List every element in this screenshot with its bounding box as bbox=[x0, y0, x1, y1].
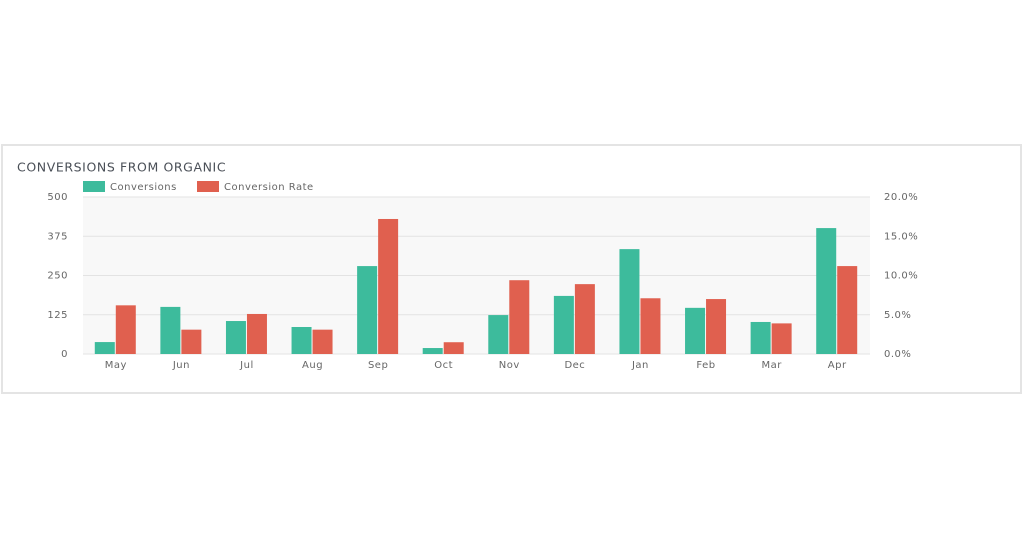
bar bbox=[706, 299, 727, 354]
bar bbox=[837, 266, 858, 354]
y-tick-label: 0 bbox=[61, 349, 68, 360]
y2-tick-label: 10.0% bbox=[884, 271, 918, 282]
bar bbox=[574, 284, 595, 354]
bar bbox=[640, 298, 661, 354]
bar bbox=[225, 321, 246, 354]
x-tick-label: Jul bbox=[239, 360, 254, 371]
bar bbox=[115, 305, 136, 354]
bar bbox=[181, 329, 202, 354]
x-tick-label: Mar bbox=[761, 360, 782, 371]
x-tick-label: Aug bbox=[302, 360, 323, 371]
legend-swatch bbox=[83, 181, 105, 192]
bar bbox=[816, 228, 837, 354]
y-tick-label: 250 bbox=[47, 271, 68, 282]
bar bbox=[94, 342, 115, 354]
bar bbox=[291, 326, 312, 354]
bar bbox=[443, 342, 464, 354]
x-tick-label: Nov bbox=[499, 360, 520, 371]
x-tick-label: Apr bbox=[828, 360, 847, 371]
x-tick-label: Jan bbox=[631, 360, 649, 371]
bar bbox=[378, 218, 399, 354]
bar bbox=[553, 295, 574, 354]
chart-title: CONVERSIONS FROM ORGANIC bbox=[17, 160, 226, 175]
bar bbox=[509, 280, 530, 354]
bar bbox=[685, 307, 706, 354]
bar bbox=[357, 266, 378, 354]
y-tick-label: 500 bbox=[47, 192, 68, 203]
legend-label: Conversion Rate bbox=[224, 182, 314, 193]
y2-tick-label: 20.0% bbox=[884, 192, 918, 203]
bar bbox=[619, 249, 640, 354]
bar bbox=[422, 348, 443, 354]
x-tick-label: Feb bbox=[696, 360, 715, 371]
bar bbox=[246, 313, 267, 354]
bar bbox=[488, 315, 509, 354]
legend-label: Conversions bbox=[110, 182, 177, 193]
x-tick-label: Jun bbox=[172, 360, 190, 371]
y-tick-label: 375 bbox=[47, 231, 68, 242]
x-tick-label: Oct bbox=[434, 360, 453, 371]
x-tick-label: Dec bbox=[564, 360, 585, 371]
x-tick-label: May bbox=[105, 360, 127, 371]
x-tick-label: Sep bbox=[368, 360, 388, 371]
legend-swatch bbox=[197, 181, 219, 192]
y-tick-label: 125 bbox=[47, 310, 68, 321]
bar bbox=[771, 323, 792, 354]
y2-tick-label: 5.0% bbox=[884, 310, 911, 321]
bar bbox=[312, 329, 333, 354]
bar bbox=[750, 321, 771, 354]
bar bbox=[160, 306, 181, 354]
y2-tick-label: 0.0% bbox=[884, 349, 911, 360]
y2-tick-label: 15.0% bbox=[884, 231, 918, 242]
